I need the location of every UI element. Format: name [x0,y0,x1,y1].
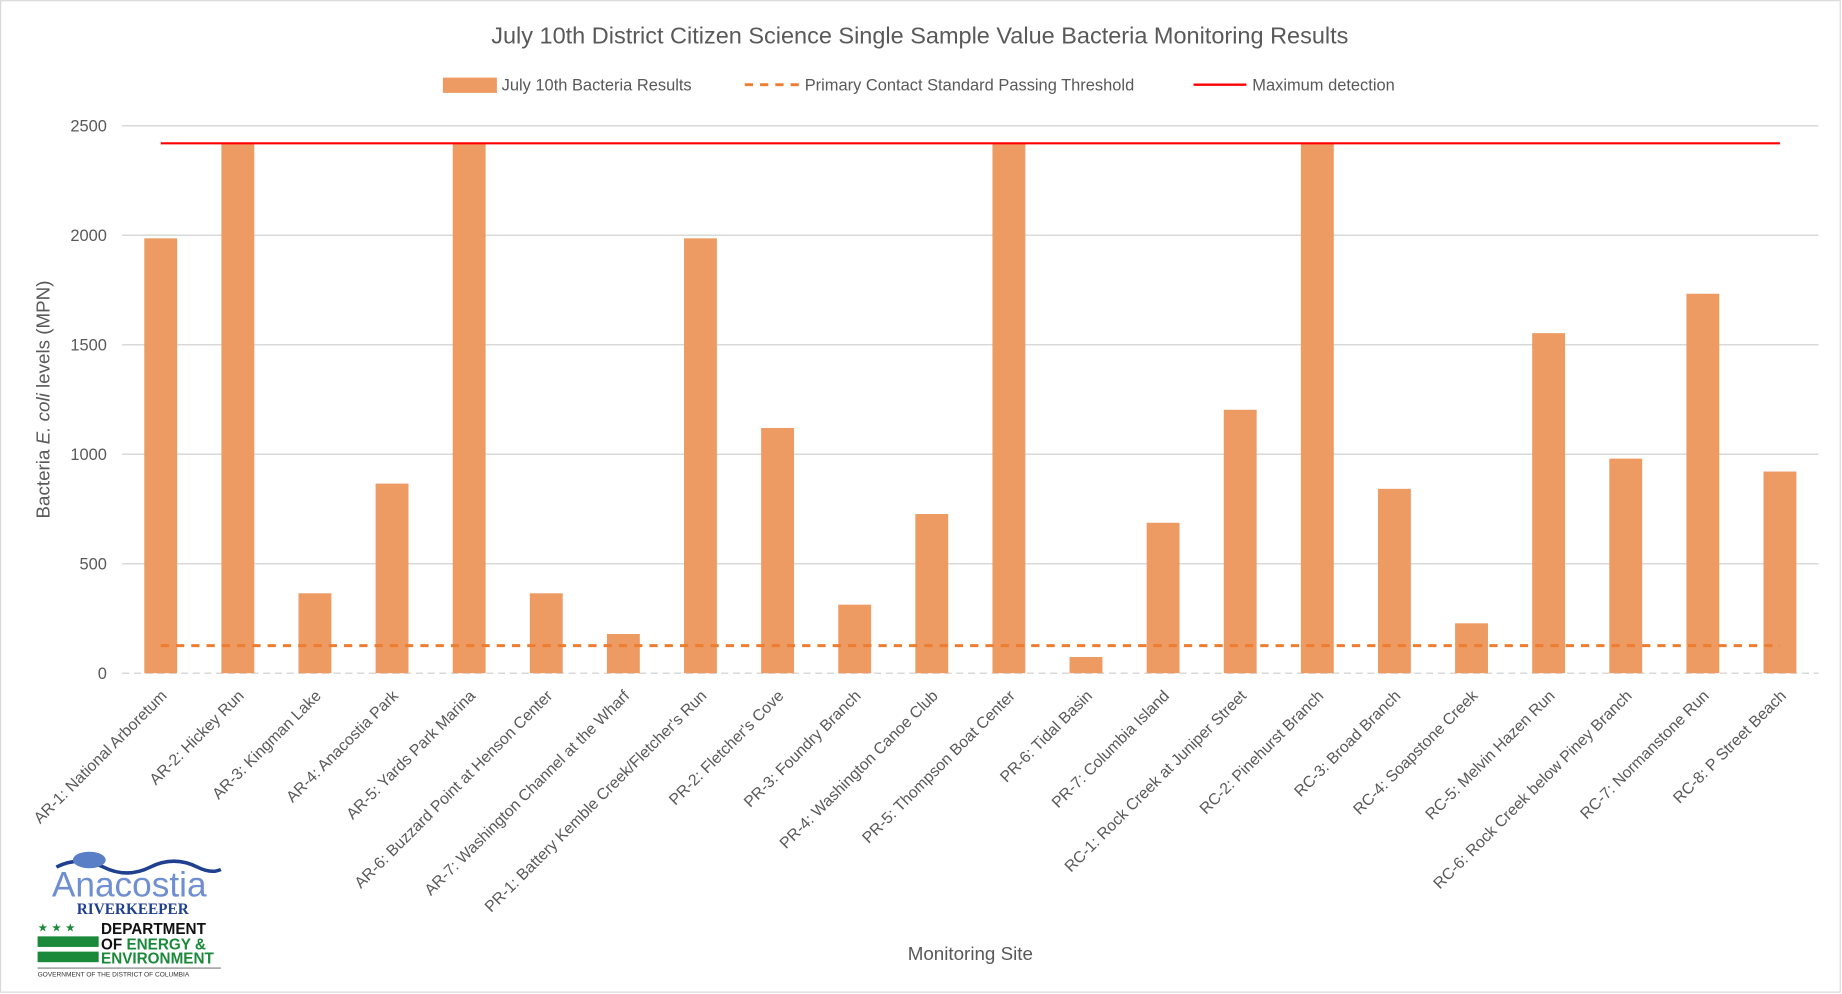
anacostia-riverkeeper-logo: Anacostia RIVERKEEPER [52,851,222,918]
bar-ar-6 [529,593,563,674]
bar-rc-8 [1763,471,1797,674]
bar-pr-4 [915,514,949,674]
bar-ar-7 [606,634,640,674]
stars-icon: ★ ★ ★ [38,922,76,935]
legend-bar-swatch [442,77,497,93]
bar-pr-7 [1146,522,1180,674]
bar-pr-5 [992,143,1026,674]
y-axis-title: Bacteria E. coli levels (MPN) [32,281,53,519]
y-tick-label: 500 [79,556,106,574]
bar-pr-1 [684,238,717,674]
y-tick-label: 2000 [70,227,107,245]
logo-energy-text: ENERGY & [126,936,205,953]
logo-anacostia-text: Anacostia [52,865,207,904]
bar-ar-5 [452,143,486,674]
y-axis-title-suffix: levels (MPN) [32,281,53,394]
x-axis-title: Monitoring Site [908,943,1033,964]
logo-of-text: OF [101,936,126,953]
bar-ar-2 [221,143,255,674]
logo-bar-1 [37,936,99,947]
y-axis-title-italic: E. coli [32,392,53,444]
logo-government-text: GOVERNMENT OF THE DISTRICT OF COLUMBIA [38,971,190,978]
bar-ar-4 [375,483,409,674]
bar-rc-4 [1455,623,1488,674]
bar-pr-3 [838,604,872,674]
bar-rc-7 [1686,293,1720,674]
y-tick-label: 1500 [70,337,107,355]
y-axis-title-prefix: Bacteria [32,444,53,518]
logo-environment-text: ENVIRONMENT [101,950,214,967]
y-axis-ticks: 0 500 1000 1500 2000 2500 [70,118,107,683]
legend: July 10th Bacteria Results Primary Conta… [442,77,1395,95]
bars [144,143,1797,674]
legend-label-max: Maximum detection [1252,77,1395,95]
logo-department-text: DEPARTMENT [101,921,207,938]
y-tick-label: 1000 [70,446,107,464]
fish-icon [72,851,106,869]
y-tick-label: 0 [98,665,107,683]
chart-title: July 10th District Citizen Science Singl… [491,23,1348,49]
doee-logo: ★ ★ ★ DEPARTMENT OF ENERGY & ENVIRONMENT… [37,921,221,978]
bar-rc-6 [1609,458,1643,674]
logo-energy-line: OF ENERGY & [101,936,206,953]
y-tick-label: 2500 [70,118,107,136]
bar-ar-3 [298,593,332,674]
bar-pr-6 [1069,657,1103,674]
legend-label-bacteria: July 10th Bacteria Results [502,77,692,95]
logo-riverkeeper-text: RIVERKEEPER [77,901,190,918]
bar-rc-5 [1532,333,1566,674]
bar-rc-3 [1377,488,1411,674]
reference-lines [160,142,1780,648]
bar-rc-1 [1223,409,1257,674]
bar-pr-2 [761,427,795,674]
legend-label-threshold: Primary Contact Standard Passing Thresho… [805,77,1135,95]
bar-rc-2 [1300,143,1334,674]
logo-bar-2 [37,951,99,963]
bar-ar-1 [144,238,178,674]
